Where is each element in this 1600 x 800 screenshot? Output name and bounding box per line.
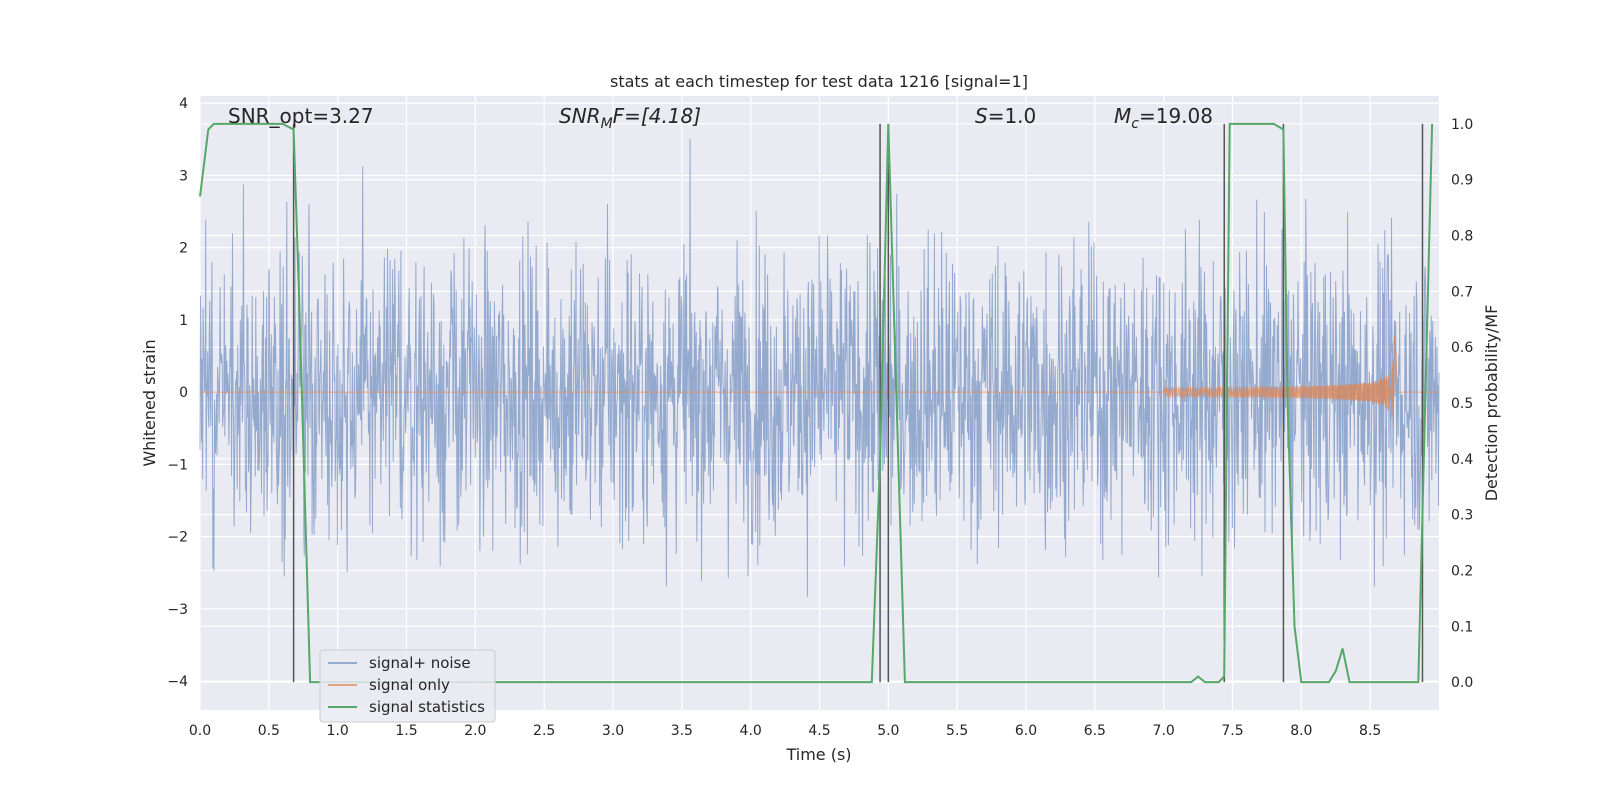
s-value: =1.0	[988, 104, 1037, 128]
probability-trace	[199, 122, 1434, 684]
y-right-tick-labels: 1.0 0.9 0.8 0.7 0.6 0.5 0.4 0.3 0.2 0.1 0.0	[1451, 117, 1473, 691]
y-left-tick-label: 2	[179, 241, 188, 257]
y-left-tick-label: 4	[179, 96, 188, 112]
x-tick-label: 6.5	[1084, 723, 1106, 739]
series-signal-noise	[199, 138, 1440, 597]
y-left-tick-label: −3	[167, 602, 188, 618]
y-right-tick-label: 0.1	[1451, 619, 1473, 635]
series-signal-only	[200, 335, 1439, 426]
x-tick-label: 4.0	[740, 723, 762, 739]
x-tick-label: 2.5	[533, 723, 555, 739]
y-left-tick-label: −2	[167, 530, 188, 546]
annotation-snr-opt: SNR_opt=3.27	[228, 104, 374, 128]
y-right-tick-label: 0.6	[1451, 340, 1473, 356]
snr-mf-value: F=[4.18]	[613, 104, 701, 128]
x-tick-label: 1.0	[327, 723, 349, 739]
legend-label-signal-only: signal only	[369, 676, 450, 694]
y-left-tick-labels: 4 3 2 1 0 −1 −2 −3 −4	[167, 96, 188, 690]
y-right-tick-label: 0.9	[1451, 173, 1473, 189]
y-right-tick-label: 0.3	[1451, 508, 1473, 524]
y-right-tick-label: 0.2	[1451, 563, 1473, 579]
y-left-tick-label: 1	[179, 313, 188, 329]
x-tick-label: 7.0	[1153, 723, 1175, 739]
legend-box	[319, 649, 496, 723]
x-tick-label: 3.0	[602, 723, 624, 739]
x-tick-label: 8.0	[1290, 723, 1312, 739]
y-right-tick-label: 0.5	[1451, 396, 1473, 412]
x-tick-label: 8.5	[1359, 723, 1381, 739]
chirp-trace	[200, 335, 1439, 426]
legend-label-noise: signal+ noise	[369, 654, 471, 672]
y-left-tick-label: −1	[167, 457, 188, 473]
annotation-s: S=1.0	[975, 104, 1036, 128]
annotation-mc: Mc=19.08	[1114, 104, 1213, 132]
x-tick-label: 3.5	[671, 723, 693, 739]
y-right-tick-label: 0.8	[1451, 229, 1473, 245]
y-left-axis-label: Whitened strain	[140, 339, 159, 466]
snr-mf-subscript: M	[601, 116, 613, 132]
noise-trace	[199, 138, 1440, 597]
x-tick-label: 4.5	[808, 723, 830, 739]
x-tick-label: 2.0	[464, 723, 486, 739]
x-tick-label: 5.0	[877, 723, 899, 739]
mc-value: =19.08	[1139, 104, 1213, 128]
legend: signal+ noise signal only signal statist…	[319, 649, 496, 723]
mc-label: M	[1114, 104, 1131, 128]
y-left-tick-label: −4	[167, 674, 188, 690]
y-right-tick-label: 1.0	[1451, 117, 1473, 133]
series-signal-statistics	[199, 122, 1434, 684]
x-tick-label: 6.0	[1015, 723, 1037, 739]
y-right-axis-label: Detection probability/MF	[1482, 305, 1501, 502]
x-tick-label: 0.5	[258, 723, 280, 739]
y-right-tick-label: 0.0	[1451, 675, 1473, 691]
x-tick-labels: 0.0 0.5 1.0 1.5 2.0 2.5 3.0 3.5 4.0 4.5 5.0 5.5 6.0 6…	[189, 723, 1381, 739]
annotation-snr-mf: SNRMF=[4.18]	[559, 104, 701, 132]
y-left-tick-label: 3	[179, 168, 188, 184]
y-right-tick-label: 0.4	[1451, 452, 1473, 468]
mc-subscript: c	[1131, 116, 1139, 132]
y-left-tick-label: 0	[179, 385, 188, 401]
legend-label-statistics: signal statistics	[369, 698, 485, 716]
x-tick-label: 7.5	[1221, 723, 1243, 739]
x-axis-label: Time (s)	[785, 745, 851, 764]
y-right-tick-label: 0.7	[1451, 284, 1473, 300]
x-tick-label: 5.5	[946, 723, 968, 739]
x-tick-label: 0.0	[189, 723, 211, 739]
chart-title: stats at each timestep for test data 121…	[610, 72, 1028, 91]
snr-mf-label: SNR	[559, 104, 601, 128]
x-tick-label: 1.5	[395, 723, 417, 739]
s-label: S	[975, 104, 988, 128]
